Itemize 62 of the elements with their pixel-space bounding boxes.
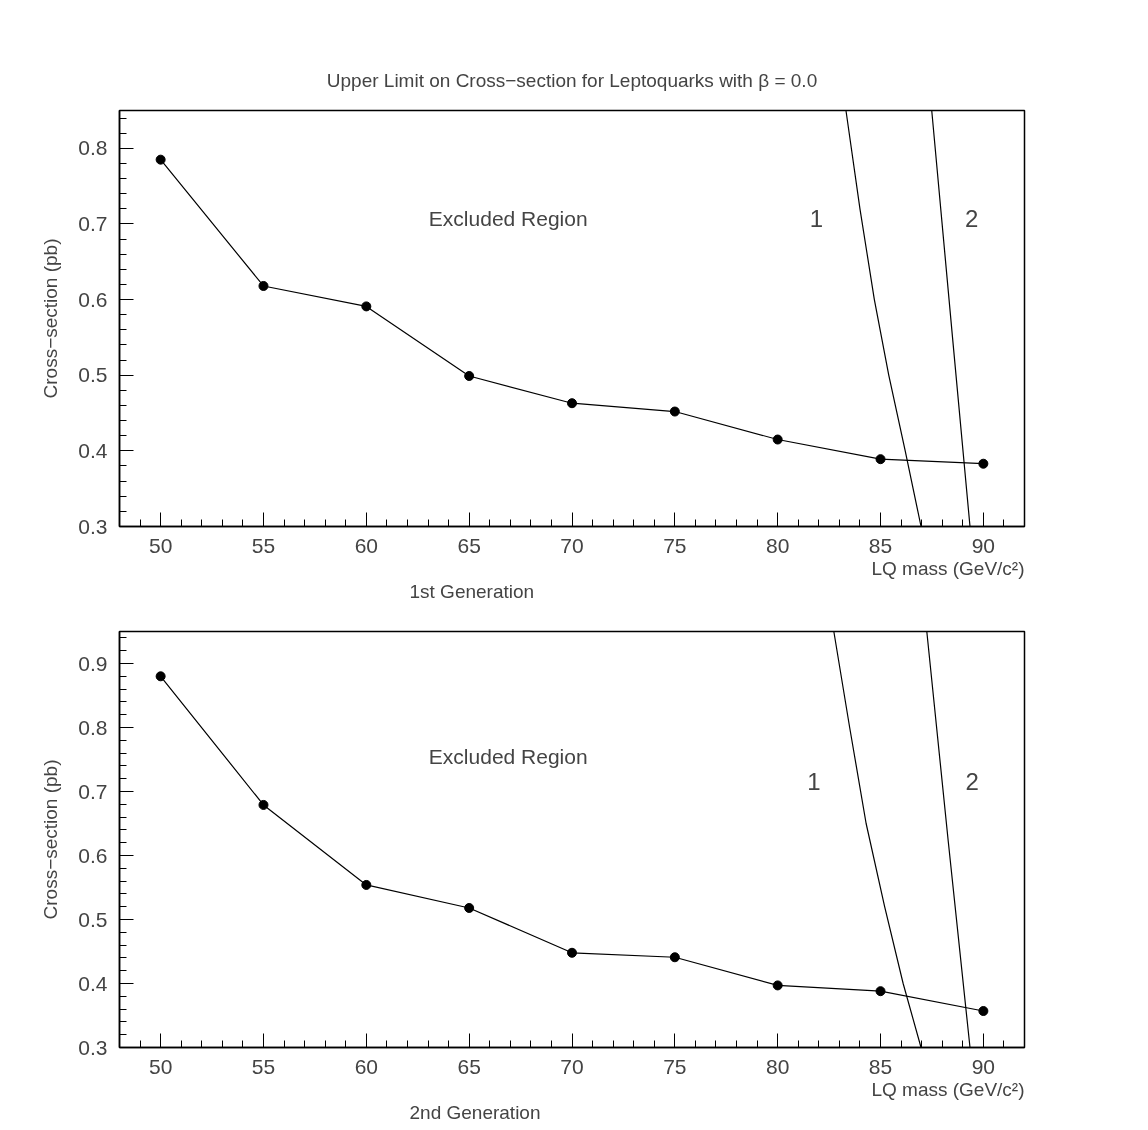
x-tick-label: 55 (251, 533, 276, 557)
point (567, 947, 577, 958)
x-tick-label: 90 (971, 1054, 996, 1078)
point (567, 398, 577, 409)
y-tick-label: 0.4 (78, 438, 108, 462)
annotation: Excluded Region (428, 744, 588, 768)
y-tick-label: 0.5 (78, 907, 108, 931)
y-tick-label: 0.7 (78, 211, 108, 235)
y-tick-label: 0.6 (78, 287, 108, 311)
x-tick-label: 65 (457, 1054, 481, 1078)
y-tick-label: 0.7 (78, 779, 108, 803)
y-axis-title: Cross−section (pb) (40, 238, 62, 399)
point (978, 1006, 989, 1017)
point (155, 671, 166, 682)
point (669, 952, 680, 963)
point (361, 879, 372, 890)
y-tick-label: 0.4 (78, 971, 108, 995)
series-label: 1 (807, 767, 821, 795)
y-tick-label: 0.3 (78, 514, 108, 538)
x-tick-label: 60 (354, 533, 378, 557)
x-axis-title: LQ mass (GeV/c²) (871, 557, 1025, 579)
text: 1st Generation (409, 580, 535, 602)
point (464, 902, 475, 913)
y-tick-label: 0.6 (78, 843, 108, 867)
annotation: Excluded Region (428, 207, 588, 231)
x-tick-label: 75 (663, 533, 687, 557)
point (875, 986, 886, 997)
text: 2nd Generation (409, 1101, 541, 1123)
y-tick-label: 0.8 (78, 715, 108, 739)
y-axis-title: Cross−section (pb) (40, 759, 62, 920)
x-tick-label: 50 (148, 533, 173, 557)
x-tick-label: 60 (354, 1054, 378, 1078)
x-tick-label: 50 (148, 1054, 173, 1078)
x-tick-label: 70 (560, 533, 584, 557)
y-tick-label: 0.8 (78, 136, 108, 160)
x-axis-title: LQ mass (GeV/c²) (871, 1078, 1025, 1100)
x-tick-label: 90 (971, 533, 996, 557)
x-tick-label: 65 (457, 533, 481, 557)
point (155, 154, 166, 165)
x-tick-label: 70 (560, 1054, 584, 1078)
point (258, 799, 269, 810)
x-tick-label: 75 (663, 1054, 687, 1078)
y-tick-label: 0.9 (78, 651, 108, 675)
point (361, 301, 372, 312)
point (772, 434, 783, 445)
series-label: 1 (809, 205, 824, 233)
y-tick-label: 0.3 (78, 1035, 108, 1059)
point (669, 406, 680, 417)
x-tick-label: 80 (766, 1054, 790, 1078)
x-tick-label: 85 (868, 1054, 893, 1078)
x-tick-label: 80 (766, 533, 790, 557)
series-label: 2 (964, 205, 979, 233)
x-tick-label: 55 (251, 1054, 276, 1078)
point (464, 370, 475, 381)
point (978, 458, 989, 469)
y-tick-label: 0.5 (78, 363, 108, 387)
point (875, 454, 886, 465)
point (772, 980, 783, 991)
chart-title: Upper Limit on Cross−section for Leptoquarks with β = 0.0 (326, 69, 818, 91)
point (258, 280, 269, 291)
x-tick-label: 85 (868, 533, 893, 557)
series-label: 2 (965, 767, 979, 795)
